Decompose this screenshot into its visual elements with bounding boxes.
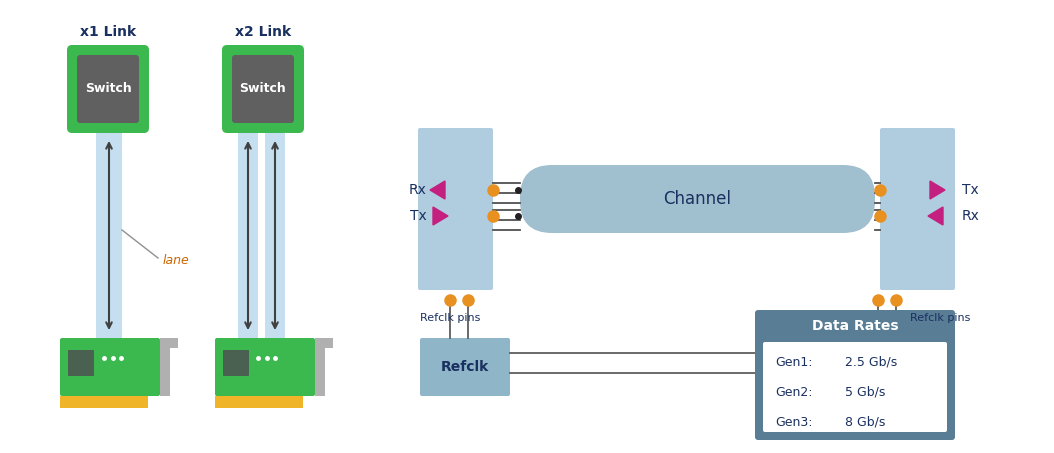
Text: Refclk pins: Refclk pins: [419, 313, 481, 323]
Text: Gen1:: Gen1:: [775, 356, 813, 368]
Bar: [160, 346, 170, 396]
Polygon shape: [930, 181, 945, 199]
Bar: [265, 133, 285, 338]
Text: Gen3:: Gen3:: [775, 415, 813, 429]
Polygon shape: [433, 207, 448, 225]
Text: Channel: Channel: [664, 190, 731, 208]
Polygon shape: [430, 181, 445, 199]
FancyBboxPatch shape: [520, 165, 875, 233]
FancyBboxPatch shape: [77, 55, 139, 123]
Bar: [96, 133, 122, 338]
FancyBboxPatch shape: [215, 338, 315, 396]
Bar: [315, 338, 333, 348]
Text: x1 Link: x1 Link: [80, 25, 136, 39]
FancyBboxPatch shape: [763, 342, 946, 432]
FancyBboxPatch shape: [755, 310, 955, 440]
Bar: [238, 133, 258, 338]
Text: Refclk: Refclk: [441, 360, 489, 374]
Text: Switch: Switch: [84, 82, 132, 96]
FancyBboxPatch shape: [67, 45, 149, 133]
FancyBboxPatch shape: [418, 128, 493, 290]
FancyBboxPatch shape: [60, 338, 160, 396]
FancyBboxPatch shape: [222, 45, 304, 133]
Bar: [315, 346, 325, 396]
Text: Refclk pins: Refclk pins: [910, 313, 971, 323]
Polygon shape: [928, 207, 943, 225]
Text: Rx: Rx: [409, 183, 427, 197]
FancyBboxPatch shape: [880, 128, 955, 290]
Text: Tx: Tx: [962, 183, 979, 197]
Text: lane: lane: [163, 254, 190, 266]
Bar: [60, 396, 148, 408]
Text: x2 Link: x2 Link: [235, 25, 291, 39]
Text: Data Rates: Data Rates: [812, 319, 898, 333]
FancyBboxPatch shape: [223, 350, 249, 376]
Bar: [215, 396, 302, 408]
Text: 5 Gb/s: 5 Gb/s: [845, 386, 885, 399]
FancyBboxPatch shape: [232, 55, 294, 123]
FancyBboxPatch shape: [419, 338, 510, 396]
Bar: [160, 338, 178, 348]
Text: 2.5 Gb/s: 2.5 Gb/s: [845, 356, 897, 368]
Text: Tx: Tx: [410, 209, 427, 223]
Text: Rx: Rx: [962, 209, 980, 223]
Text: 8 Gb/s: 8 Gb/s: [845, 415, 885, 429]
FancyBboxPatch shape: [69, 350, 94, 376]
Text: Gen2:: Gen2:: [775, 386, 813, 399]
Text: Switch: Switch: [239, 82, 287, 96]
